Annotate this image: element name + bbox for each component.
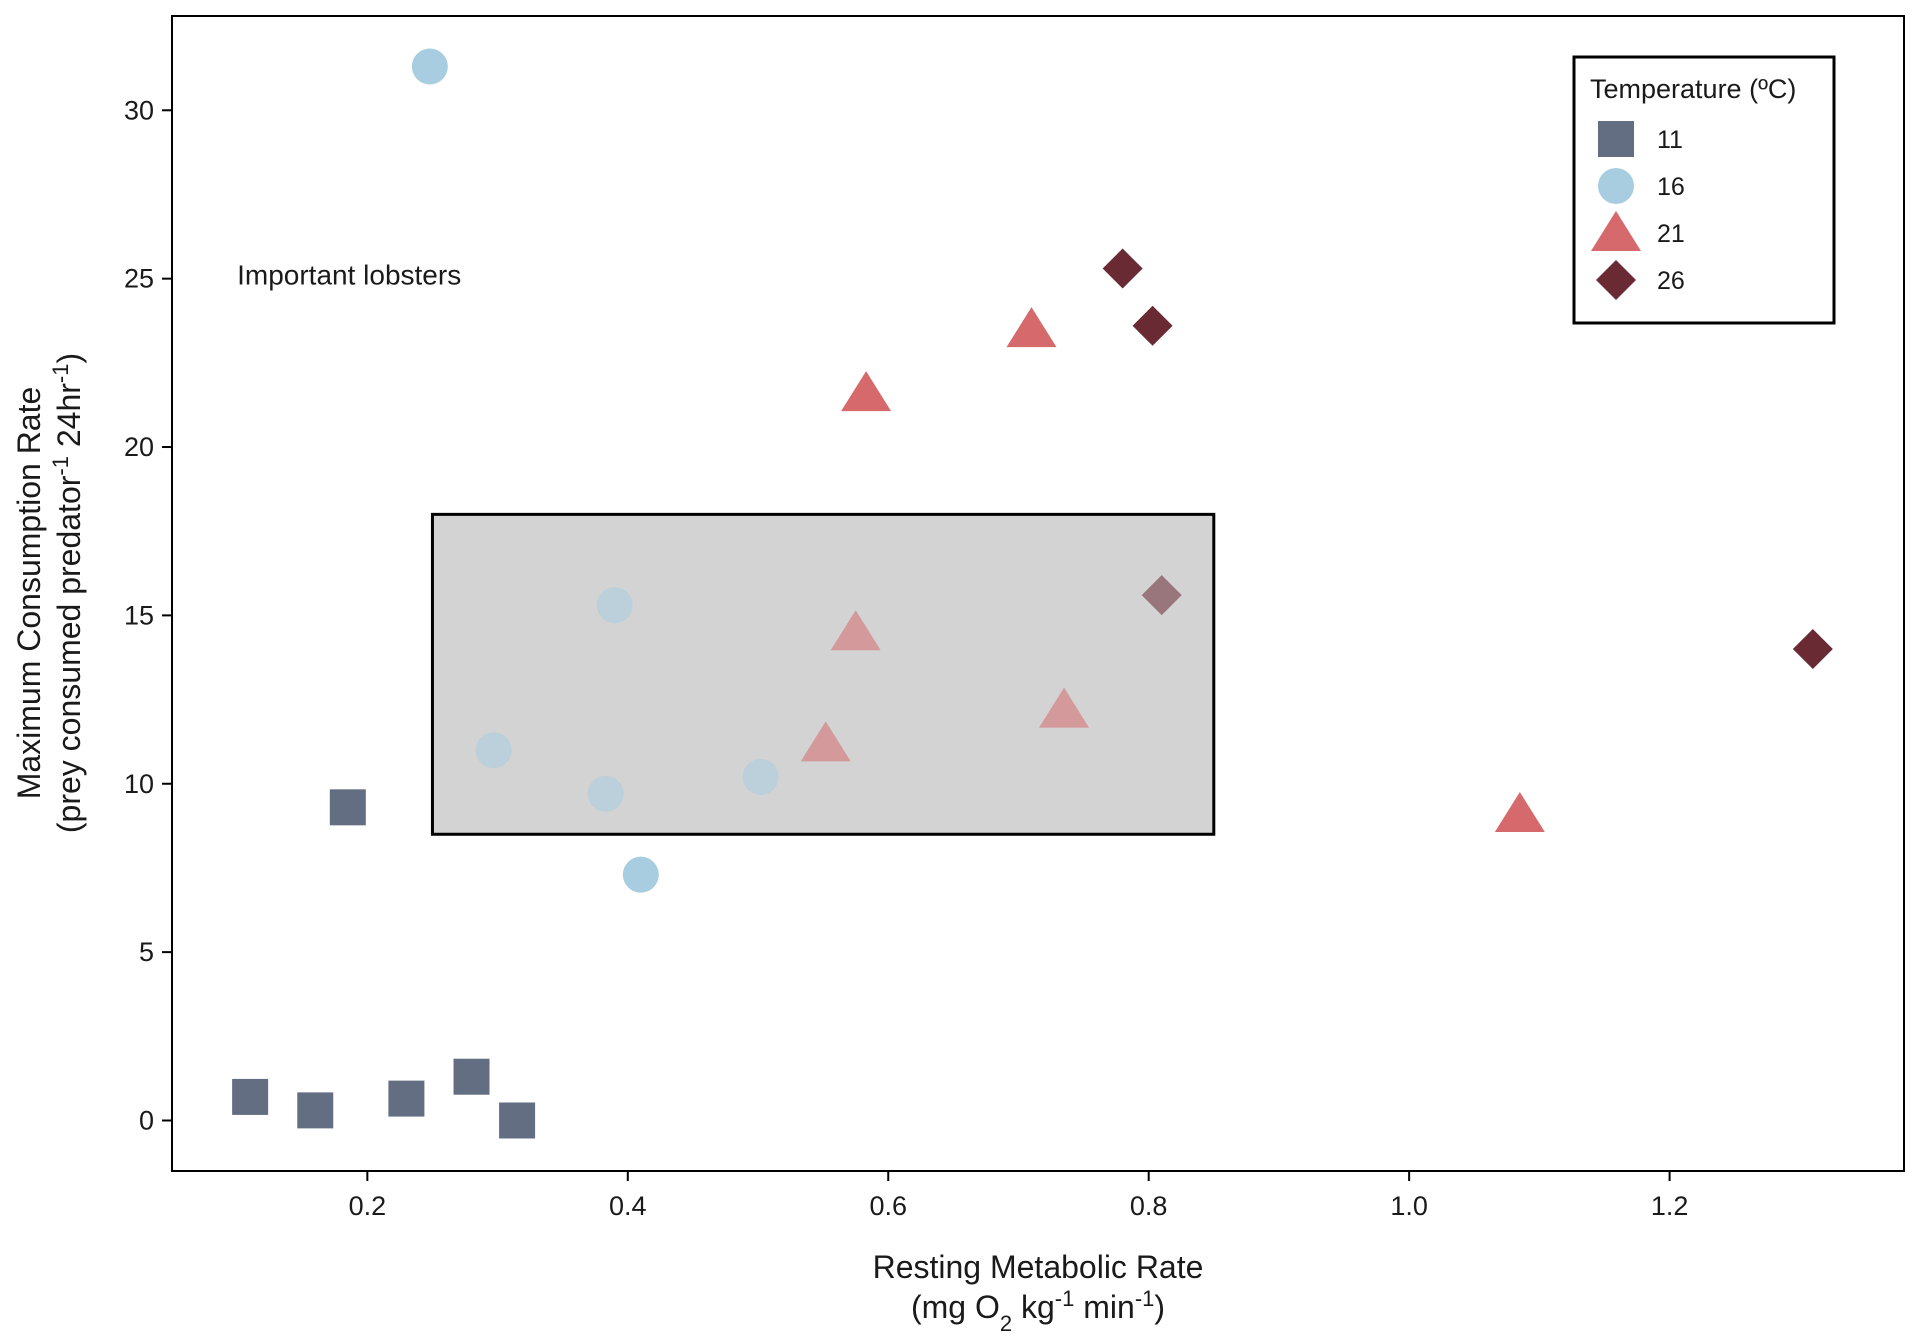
y-tick-label: 25 [124, 264, 154, 294]
x-axis-title-line1: Resting Metabolic Rate [873, 1249, 1204, 1285]
point-square-11-4 [388, 1080, 425, 1117]
point-diamond-26-2 [1132, 305, 1173, 346]
point-triangle-21-1 [800, 721, 851, 762]
x-axis-title-line2: (mg O2 kg-1 min-1) [911, 1286, 1165, 1336]
y-axis-title-line1: Maximum Consumption Rate [11, 387, 47, 800]
legend-label: 16 [1657, 173, 1685, 201]
legend-entries: 11 16 21 26 [1591, 121, 1685, 300]
legend: Temperature (ºC) 11 16 21 26 [1572, 55, 1836, 325]
x-tick-label: 1.2 [1651, 1191, 1689, 1221]
legend-square-11 [1598, 121, 1634, 157]
legend-label: 26 [1657, 267, 1685, 295]
point-square-11-1 [232, 1078, 269, 1115]
x-tick-label: 0.8 [1130, 1191, 1168, 1221]
point-triangle-21-3 [841, 371, 892, 412]
legend-diamond-26 [1596, 260, 1636, 300]
point-circle-16-2 [475, 732, 512, 769]
point-diamond-26-4 [1792, 629, 1833, 670]
y-tick-label: 20 [124, 432, 154, 462]
point-triangle-21-6 [1494, 792, 1545, 833]
x-tick-label: 0.4 [609, 1191, 647, 1221]
points-layer [232, 48, 1833, 1139]
point-diamond-26-1 [1102, 248, 1143, 289]
point-circle-16-4 [596, 587, 633, 624]
highlight-layer [430, 512, 1216, 836]
point-square-11-5 [453, 1058, 490, 1095]
legend-label: 11 [1657, 126, 1683, 154]
legend-circle-16 [1598, 168, 1634, 204]
y-tick-label: 10 [124, 769, 154, 799]
x-tick-label: 1.0 [1390, 1191, 1428, 1221]
y-tick-label: 0 [139, 1105, 154, 1135]
point-triangle-21-4 [1006, 307, 1057, 348]
annotation-label: Important lobsters [237, 259, 461, 290]
point-square-11-2 [297, 1092, 334, 1129]
x-tick-label: 0.2 [349, 1191, 387, 1221]
point-circle-16-1 [411, 48, 448, 85]
axes-layer: 0.2 0.4 0.6 0.8 1.0 1.2 0 5 10 15 20 25 30 [124, 95, 1688, 1221]
point-diamond-26-3 [1141, 575, 1182, 616]
y-axis-title-line2: (prey consumed predator-1 24hr-1) [48, 353, 88, 833]
point-triangle-21-2 [830, 610, 881, 651]
point-circle-16-3 [587, 775, 624, 812]
point-circle-16-6 [742, 759, 779, 796]
y-tick-label: 15 [124, 600, 154, 630]
point-triangle-21-5 [1039, 687, 1090, 728]
legend-label: 21 [1657, 220, 1685, 248]
point-circle-16-5 [622, 856, 659, 893]
legend-triangle-21 [1591, 211, 1641, 251]
highlight-box [430, 512, 1216, 836]
point-square-11-6 [499, 1102, 536, 1139]
y-tick-label: 5 [139, 937, 154, 967]
plot-frame [171, 15, 1905, 1172]
point-square-11-3 [329, 789, 366, 826]
legend-title: Temperature (ºC) [1590, 74, 1796, 104]
y-tick-label: 30 [124, 95, 154, 125]
x-tick-label: 0.6 [869, 1191, 907, 1221]
